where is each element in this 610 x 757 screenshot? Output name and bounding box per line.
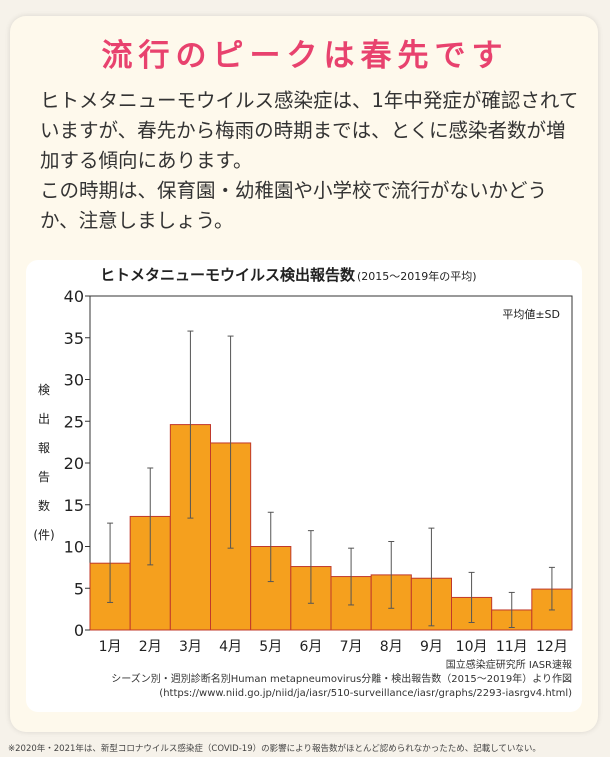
paragraph-1: ヒトメタニューモウイルス感染症は、1年中発症が確認されていますが、春先から梅雨の… bbox=[40, 89, 579, 172]
source-line: 国立感染症研究所 IASR速報 bbox=[446, 658, 572, 671]
x-tick-label: 12月 bbox=[536, 639, 568, 655]
source-line: (https://www.niid.go.jp/niid/ja/iasr/510… bbox=[159, 688, 572, 699]
y-label-char: 報 bbox=[38, 441, 50, 455]
y-label-char: 検 bbox=[38, 383, 50, 397]
y-label-char: 数 bbox=[38, 498, 50, 513]
page-heading: 流行のピークは春先です bbox=[101, 38, 509, 74]
chart-title-note: (2015〜2019年の平均) bbox=[357, 269, 477, 283]
x-tick-label: 2月 bbox=[139, 639, 162, 655]
paragraph-2: この時期は、保育園・幼稚園や小学校で流行がないかどうか、注意しましょう。 bbox=[40, 179, 548, 232]
y-label-char: 出 bbox=[38, 412, 50, 426]
y-tick-label: 15 bbox=[64, 496, 84, 515]
x-tick-label: 11月 bbox=[496, 639, 528, 655]
y-tick-label: 10 bbox=[64, 538, 84, 557]
y-tick-label: 20 bbox=[64, 454, 84, 473]
x-tick-label: 6月 bbox=[299, 639, 322, 655]
x-tick-label: 5月 bbox=[259, 639, 282, 655]
x-tick-label: 4月 bbox=[219, 639, 242, 655]
source-line: シーズン別・週別診断名別Human metapneumovirus分離・検出報告… bbox=[111, 672, 572, 685]
y-tick-label: 30 bbox=[64, 371, 84, 390]
y-tick-label: 25 bbox=[64, 412, 84, 431]
chart-error-bars bbox=[107, 330, 555, 628]
footnote: ※2020年・2021年は、新型コロナウイルス感染症（COVID-19）の影響に… bbox=[8, 744, 541, 754]
y-tick-label: 5 bbox=[74, 579, 84, 598]
chart-legend-note: 平均値±SD bbox=[502, 308, 560, 321]
x-tick-label: 1月 bbox=[99, 639, 122, 655]
chart-svg: ヒトメタニューモウイルス検出報告数 (2015〜2019年の平均) 1月 2月 3月 4… bbox=[33, 266, 573, 699]
chart-y-ticks: 0 5 10 15 20 25 30 35 40 bbox=[64, 287, 90, 640]
y-tick-label: 35 bbox=[64, 329, 84, 348]
x-tick-label: 10月 bbox=[456, 639, 488, 655]
x-tick-label: 8月 bbox=[380, 639, 403, 655]
y-label-char: (件) bbox=[33, 528, 54, 542]
x-tick-label: 3月 bbox=[179, 639, 202, 655]
x-tick-label: 9月 bbox=[420, 639, 443, 655]
chart-y-label: 検出報告数 (件) bbox=[33, 383, 54, 542]
y-tick-label: 0 bbox=[74, 621, 84, 640]
chart-x-ticks: 1月 2月 3月 4月 5月 6月 7月 8月 9月 10月 11月 12月 bbox=[99, 639, 568, 655]
body-text: ヒトメタニューモウイルス感染症は、1年中発症が確認されていますが、春先から梅雨の… bbox=[40, 86, 585, 236]
chart-title: ヒトメタニューモウイルス検出報告数 (2015〜2019年の平均) bbox=[100, 266, 477, 284]
y-tick-label: 40 bbox=[64, 287, 84, 306]
x-tick-label: 7月 bbox=[340, 639, 363, 655]
y-label-char: 告 bbox=[38, 470, 50, 484]
